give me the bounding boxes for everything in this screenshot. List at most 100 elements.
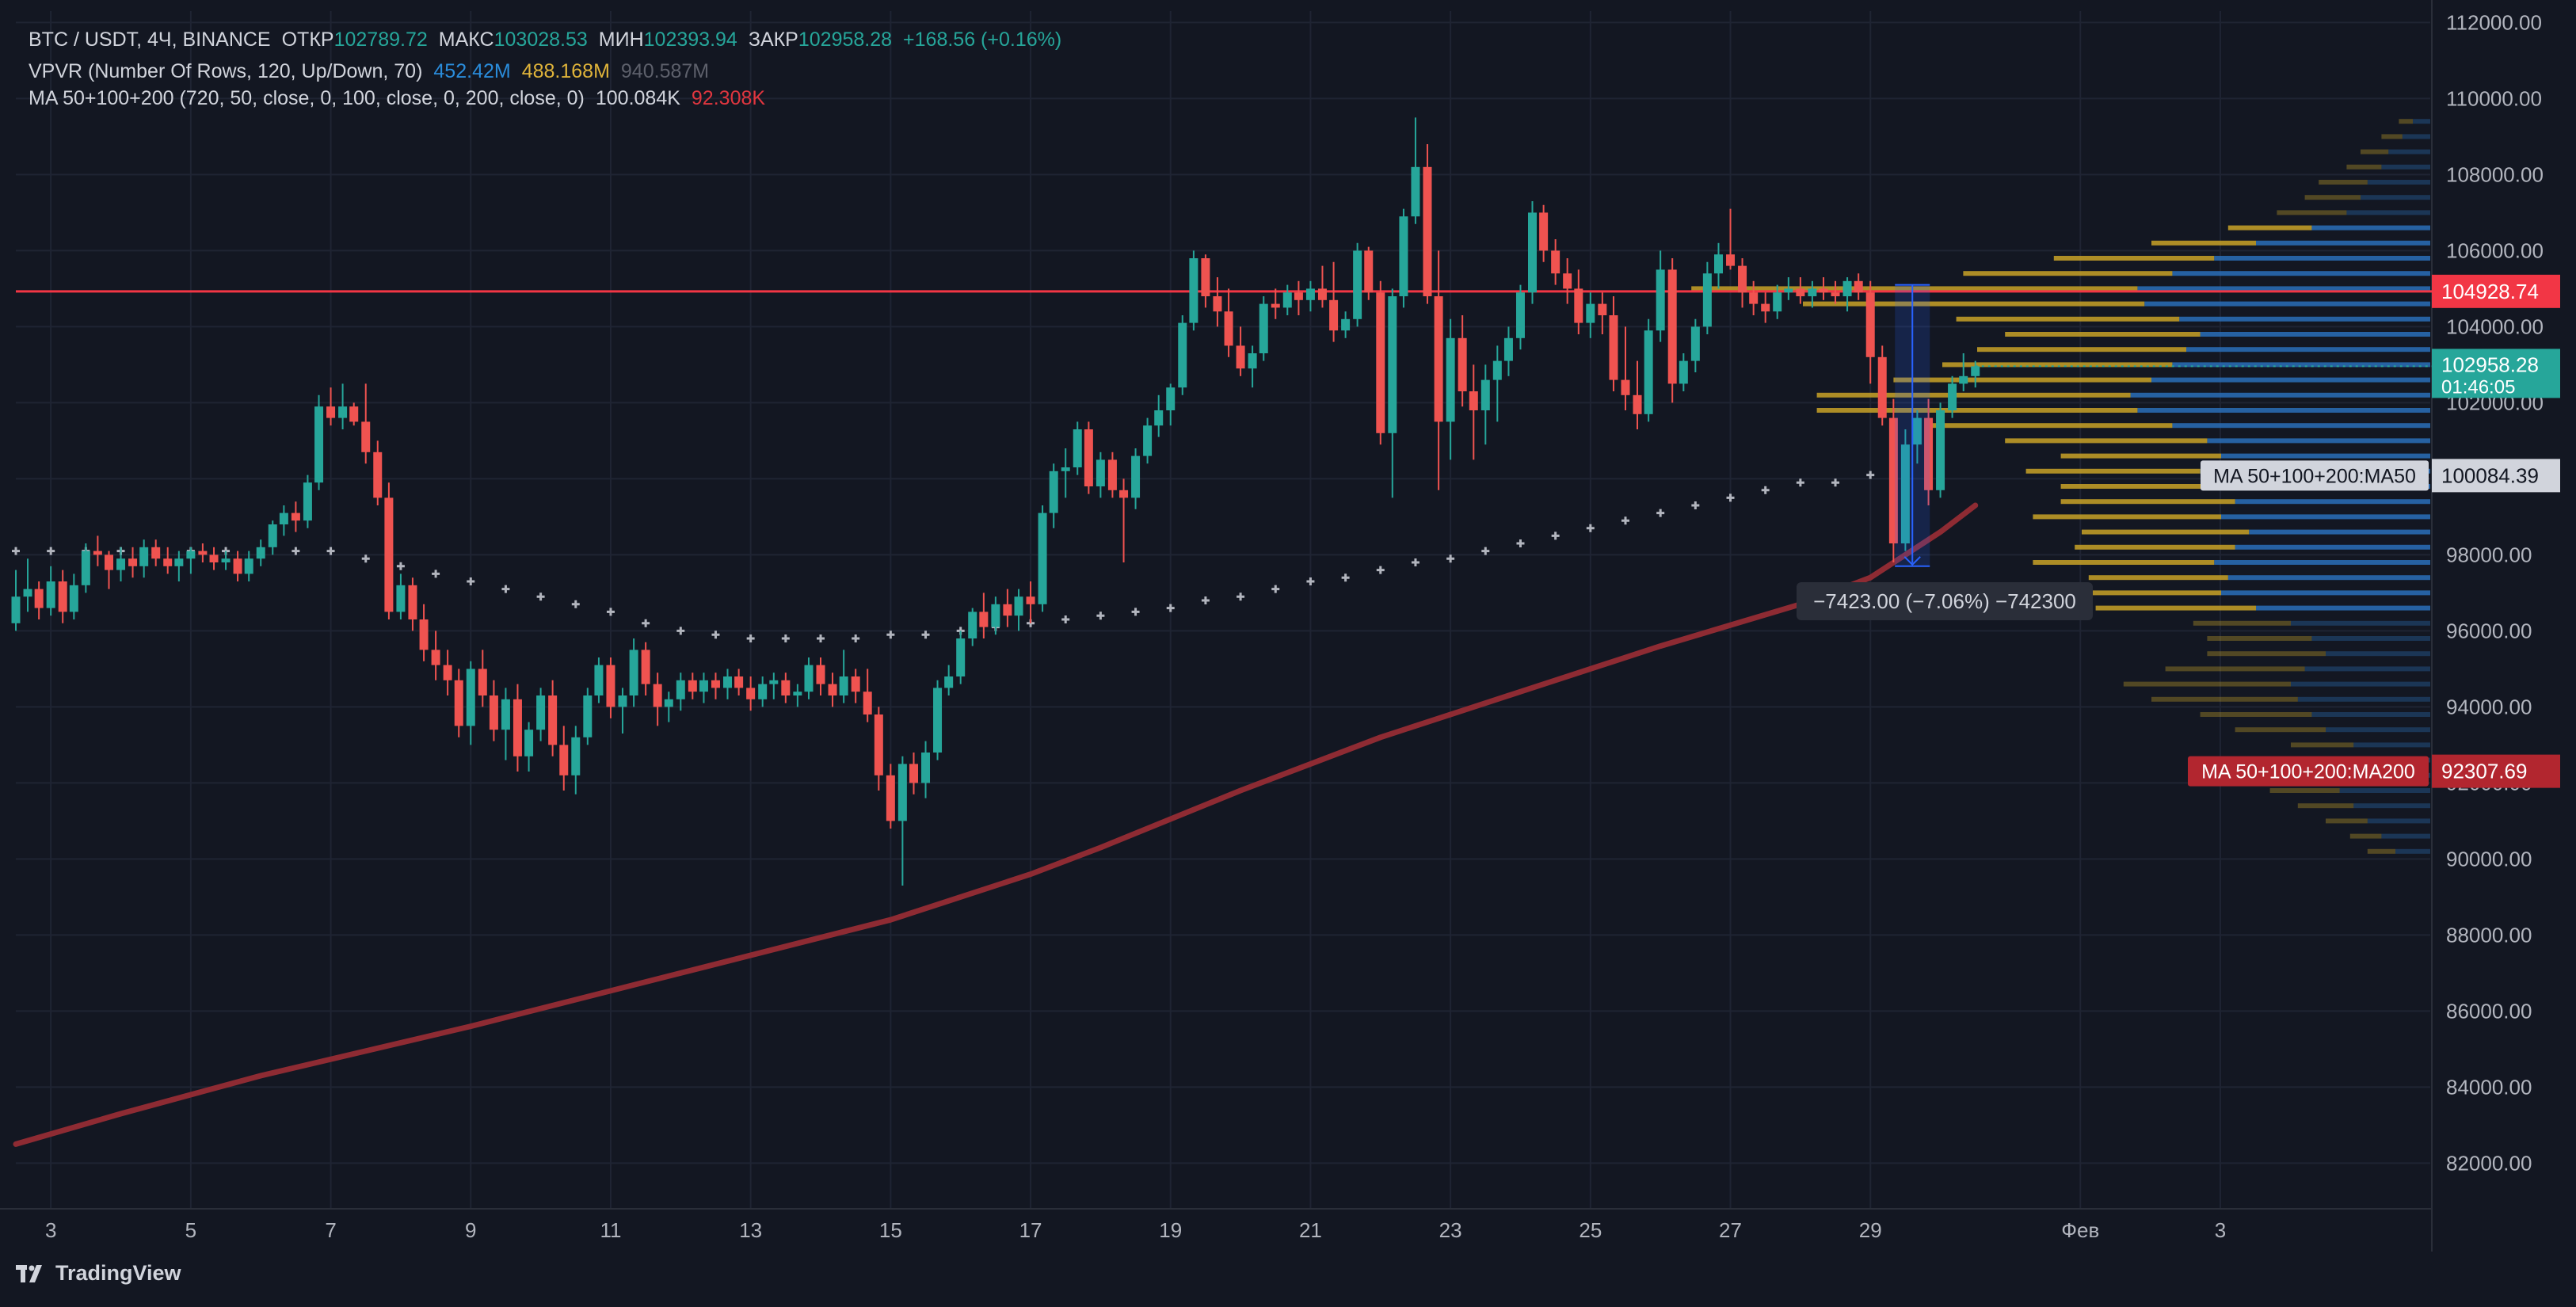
time-axis[interactable]: 3 5 7 9 11 13 15 17 19 21 23 25 27 29 Фев 3 (45, 1218, 2226, 1242)
candle-61 (722, 669, 732, 699)
candle-body (1329, 299, 1339, 331)
candle-152 (1784, 277, 1793, 300)
candle-115 (1353, 242, 1362, 327)
candle-103 (1213, 277, 1222, 327)
candle-32 (384, 482, 394, 619)
time-tick-3: 9 (465, 1218, 476, 1242)
candle-136 (1598, 292, 1607, 334)
candle-127 (1492, 345, 1502, 422)
candle-body (303, 482, 312, 521)
price-tick-0: 82000.00 (2446, 1151, 2532, 1175)
candle-64 (758, 676, 768, 707)
candle-body (1084, 429, 1093, 486)
vp-up-31 (2151, 377, 2430, 383)
candle-body (1049, 471, 1058, 513)
vp-down-2 (2326, 818, 2368, 824)
candle-109 (1282, 284, 1292, 315)
candle-9 (116, 547, 126, 581)
price-tick-13: 108000.00 (2446, 162, 2544, 186)
legend-close: 102958.28 (798, 29, 893, 51)
measure-tool[interactable]: −7423.00 (−7.06%) −742300 (1797, 284, 2093, 620)
vp-down-1 (2349, 833, 2382, 839)
candle-body (1364, 250, 1374, 293)
candle-83 (979, 593, 989, 638)
time-tick-13: 29 (1859, 1218, 1882, 1242)
candle-body (209, 554, 219, 562)
candle-body (1224, 311, 1233, 346)
candle-156 (1831, 280, 1840, 304)
ma50-point-26 (921, 631, 930, 639)
candle-50 (594, 657, 604, 703)
candle-114 (1341, 311, 1351, 338)
candle-body (1073, 429, 1082, 467)
legend-high: 103028.53 (493, 29, 588, 51)
candle-body (722, 676, 732, 688)
candle-20 (244, 551, 253, 581)
candle-163 (1912, 410, 1922, 464)
price-tick-3: 88000.00 (2446, 923, 2532, 947)
candle-55 (653, 673, 662, 726)
current-price-box (2432, 349, 2560, 398)
candle-body (816, 665, 825, 684)
legend-ma[interactable]: MA 50+100+200 (720, 50, close, 0, 100, c… (29, 84, 765, 112)
candle-160 (1877, 345, 1887, 426)
candle-body (699, 680, 708, 692)
legend-vpvr[interactable]: VPVR (Number Of Rows, 120, Up/Down, 70) 4… (29, 57, 709, 86)
candle-body (1679, 360, 1688, 384)
candle-129 (1515, 284, 1525, 350)
footer-bar (0, 1252, 2576, 1307)
candle-12 (151, 539, 161, 566)
candle-body (524, 730, 534, 756)
candle-17 (209, 547, 219, 570)
vp-down-15 (2193, 620, 2291, 626)
ma50-point-25 (886, 631, 895, 639)
legend-vpvr-down: 488.168M (521, 60, 610, 82)
legend-open-label: ОТКР (281, 29, 334, 51)
candle-body (326, 406, 336, 418)
candle-96 (1131, 448, 1141, 509)
ma50-point-31 (1096, 612, 1105, 620)
vp-down-17 (2018, 590, 2221, 596)
candle-18 (221, 551, 231, 570)
ma200-price-label: 92307.69 (2441, 760, 2527, 783)
candle-41 (489, 680, 498, 741)
candle-body (1644, 330, 1653, 414)
measure-arrow-head (1903, 556, 1921, 566)
candle-101 (1189, 250, 1198, 331)
candle-147 (1726, 208, 1736, 270)
vp-down-7 (2291, 742, 2354, 748)
candle-125 (1469, 364, 1478, 460)
candle-body (1971, 366, 1980, 376)
candle-67 (793, 684, 802, 707)
candles (11, 117, 1980, 886)
candle-22 (268, 520, 277, 555)
ma50-point-45 (1586, 524, 1595, 532)
candle-body (793, 692, 802, 695)
ma50-point-13 (467, 577, 475, 585)
candle-74 (874, 707, 883, 791)
candle-60 (711, 673, 720, 699)
candle-43 (513, 684, 522, 772)
price-tick-7: 96000.00 (2446, 619, 2532, 642)
candle-149 (1749, 280, 1759, 315)
vp-down-40 (2151, 240, 2256, 246)
candle-113 (1329, 261, 1339, 342)
candle-168 (1971, 360, 1980, 388)
legend-symbol[interactable]: BTC / USDT, 4Ч, BINANCE (29, 29, 271, 51)
ma50-point-41 (1446, 554, 1455, 563)
candle-body (1480, 379, 1490, 410)
legend-low: 102393.94 (643, 29, 737, 51)
candle-body (1854, 280, 1863, 293)
candle-166 (1948, 375, 1957, 418)
candle-15 (186, 547, 196, 574)
candle-body (734, 676, 744, 688)
candle-23 (279, 505, 288, 536)
candle-body (23, 589, 32, 597)
brand[interactable]: TradingView (16, 1261, 181, 1286)
candle-body (58, 581, 67, 612)
time-tick-5: 13 (739, 1218, 762, 1242)
vp-up-23 (2235, 499, 2430, 505)
